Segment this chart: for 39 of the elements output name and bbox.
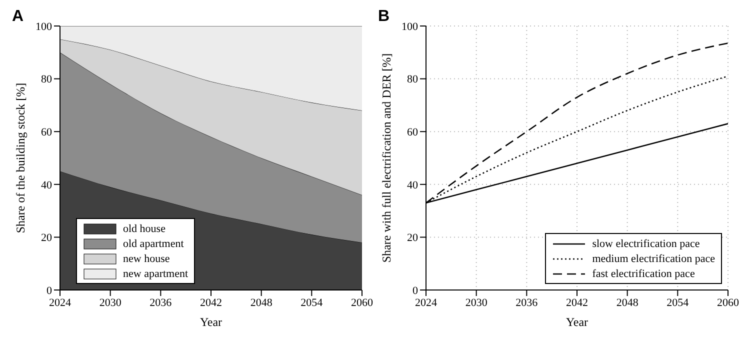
y-tick-label: 80 xyxy=(41,74,52,86)
x-tick-label: 2030 xyxy=(465,296,488,309)
x-tick-label: 2042 xyxy=(566,296,588,309)
y-tick-label: 20 xyxy=(41,232,52,244)
legend-label: medium electrification pace xyxy=(592,252,715,264)
x-axis-title: Year xyxy=(566,315,588,329)
legend-label: fast electrification pace xyxy=(592,268,695,280)
chart-title: B xyxy=(378,8,390,26)
legend-label: new apartment xyxy=(123,268,188,280)
legend-label: old apartment xyxy=(123,238,184,250)
x-tick-label: 2048 xyxy=(250,296,273,309)
y-tick-label: 0 xyxy=(46,284,52,297)
x-tick-label: 2036 xyxy=(516,296,538,309)
x-tick-label: 2030 xyxy=(99,296,122,309)
x-tick-label: 2060 xyxy=(717,296,740,309)
x-tick-label: 2054 xyxy=(666,296,690,309)
legend-label: old house xyxy=(123,222,166,234)
y-tick-label: 40 xyxy=(407,179,418,192)
x-tick-label: 2036 xyxy=(150,296,172,309)
legend-label: new house xyxy=(123,252,170,264)
x-tick-label: 2024 xyxy=(49,296,72,309)
x-tick-label: 2024 xyxy=(415,296,438,309)
chart-title: A xyxy=(12,8,24,26)
y-tick-label: 60 xyxy=(41,126,52,139)
x-axis-title: Year xyxy=(200,315,222,329)
x-tick-label: 2054 xyxy=(300,296,324,309)
legend-label: slow electrification pace xyxy=(592,238,700,250)
x-tick-label: 2060 xyxy=(351,296,374,309)
x-tick-label: 2048 xyxy=(616,296,639,309)
y-axis-title: Share of the building stock [%] xyxy=(13,82,28,234)
y-tick-label: 0 xyxy=(412,284,418,297)
x-tick-label: 2042 xyxy=(200,296,222,309)
y-tick-label: 60 xyxy=(407,126,418,139)
y-tick-label: 100 xyxy=(36,20,52,33)
y-tick-label: 100 xyxy=(402,20,418,33)
y-tick-label: 80 xyxy=(407,74,418,86)
y-tick-label: 40 xyxy=(41,179,52,192)
y-tick-label: 20 xyxy=(407,232,418,244)
y-axis-title: Share with full electrification and DER [%] xyxy=(379,53,394,263)
